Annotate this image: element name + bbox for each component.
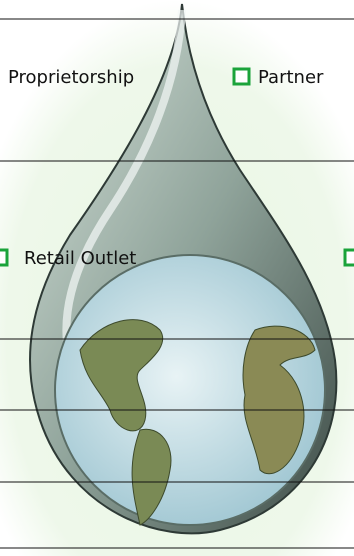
checkbox[interactable] bbox=[0, 248, 9, 267]
checkbox[interactable] bbox=[232, 67, 251, 86]
option-label: Partner bbox=[258, 67, 324, 88]
continent bbox=[242, 325, 316, 475]
drop-highlight bbox=[62, 9, 186, 361]
option-label: Proprietorship bbox=[8, 67, 134, 88]
continent bbox=[131, 428, 172, 526]
continent bbox=[79, 319, 163, 432]
checkbox[interactable] bbox=[343, 248, 354, 267]
option-label: Retail Outlet bbox=[24, 248, 136, 269]
